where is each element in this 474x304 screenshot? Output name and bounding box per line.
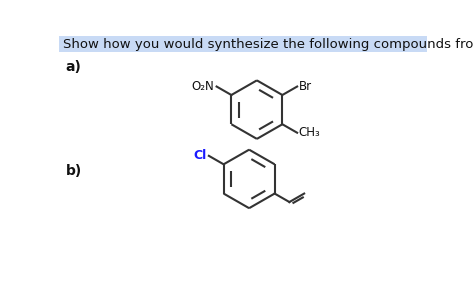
Text: b): b) (65, 164, 82, 178)
Text: Br: Br (299, 80, 312, 93)
Text: Show how you would synthesize the following compounds from benzene.: Show how you would synthesize the follow… (63, 38, 474, 51)
Text: O₂N: O₂N (191, 80, 214, 93)
FancyBboxPatch shape (59, 36, 427, 52)
Text: Cl: Cl (193, 149, 207, 162)
Text: a): a) (65, 60, 82, 74)
Text: CH₃: CH₃ (299, 126, 320, 139)
